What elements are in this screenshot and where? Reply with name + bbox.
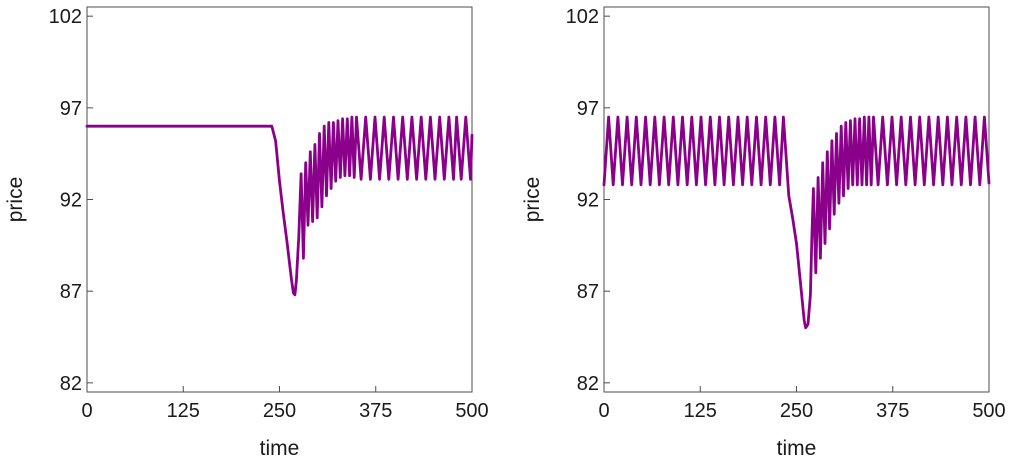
- x-tick-label: 500: [972, 400, 1005, 422]
- x-tick-label: 375: [876, 400, 909, 422]
- plot-frame: [86, 6, 473, 393]
- x-tick-label: 250: [263, 400, 296, 422]
- y-tick-label: 82: [577, 373, 599, 395]
- x-tick-label: 500: [455, 400, 488, 422]
- x-tick-label: 250: [780, 400, 813, 422]
- y-tick-label: 92: [60, 190, 82, 212]
- y-tick-label: 87: [577, 281, 599, 303]
- y-axis-label: price: [521, 177, 544, 223]
- y-tick-label: 97: [577, 98, 599, 120]
- y-tick-label: 102: [566, 6, 599, 28]
- price-chart-right: 0 125 250 375 500 82 87 92 97 102 time price: [521, 6, 1006, 460]
- x-tick-label: 375: [359, 400, 392, 422]
- x-axis-label: time: [777, 437, 817, 460]
- x-tick-label: 125: [684, 400, 717, 422]
- price-series-line: [602, 115, 991, 330]
- y-tick-label: 97: [60, 98, 82, 120]
- price-chart-left: 0 125 250 375 500 82 87 92 97 102 time price: [4, 6, 489, 460]
- y-tick-label: 87: [60, 281, 82, 303]
- x-tick-label: 0: [81, 400, 92, 422]
- y-tick-label: 102: [49, 6, 82, 28]
- y-tick-label: 82: [60, 373, 82, 395]
- y-tick-label: 92: [577, 190, 599, 212]
- price-series-line: [85, 115, 474, 297]
- x-tick-label: 0: [598, 400, 609, 422]
- plot-frame: [603, 6, 990, 393]
- x-tick-label: 125: [167, 400, 200, 422]
- y-axis-label: price: [4, 177, 27, 223]
- x-axis-label: time: [260, 437, 300, 460]
